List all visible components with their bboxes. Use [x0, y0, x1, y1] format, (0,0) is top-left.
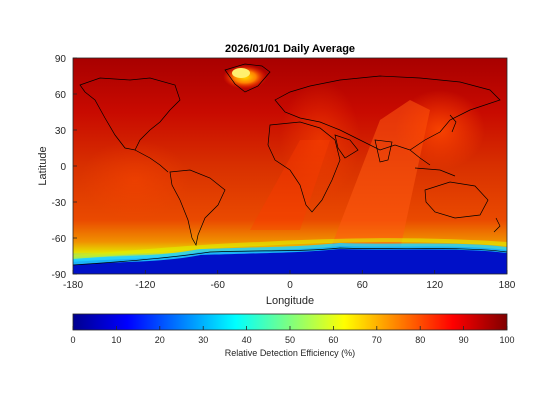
x-tick-label: 120	[426, 280, 443, 291]
colorbar-tick-label: 40	[242, 335, 252, 345]
map-title: 2026/01/01 Daily Average	[225, 43, 355, 55]
x-tick-label: 60	[357, 280, 369, 291]
colorbar-tick-label: 70	[372, 335, 382, 345]
colorbar-label: Relative Detection Efficiency (%)	[225, 348, 355, 358]
y-tick-label: 90	[55, 54, 67, 65]
colorbar-tick-label: 60	[328, 335, 338, 345]
x-tick-label: 0	[287, 280, 293, 291]
colorbar-tick-label: 20	[155, 335, 165, 345]
colorbar-tick-label: 100	[499, 335, 514, 345]
x-tick-label: -120	[135, 280, 155, 291]
y-tick-label: -90	[52, 270, 67, 281]
y-tick-label: 0	[60, 162, 66, 173]
colorbar-tick-label: 0	[70, 335, 75, 345]
x-axis: -180 -120 -60 0 60 120 180 Longitude	[63, 270, 516, 307]
x-tick-label: -60	[210, 280, 225, 291]
map-field	[73, 58, 507, 274]
y-tick-label: 30	[55, 126, 67, 137]
y-tick-label: -60	[52, 234, 67, 245]
x-axis-label: Longitude	[266, 295, 314, 307]
colorbar-tick-label: 90	[459, 335, 469, 345]
y-axis-label: Latitude	[37, 146, 49, 185]
colorbar-tick-label: 10	[111, 335, 121, 345]
x-tick-label: -180	[63, 280, 83, 291]
colorbar-tick-label: 80	[415, 335, 425, 345]
colorbar-tick-label: 50	[285, 335, 295, 345]
y-tick-label: -30	[52, 198, 67, 209]
y-axis: 90 60 30 0 -30 -60 -90 Latitude	[37, 54, 77, 281]
y-tick-label: 60	[55, 90, 67, 101]
colorbar-tick-label: 30	[198, 335, 208, 345]
coastlines	[73, 63, 507, 266]
x-tick-label: 180	[499, 280, 516, 291]
colorbar: 0 10 20 30 40 50 60 70 80 90 100 Relativ…	[70, 313, 515, 358]
